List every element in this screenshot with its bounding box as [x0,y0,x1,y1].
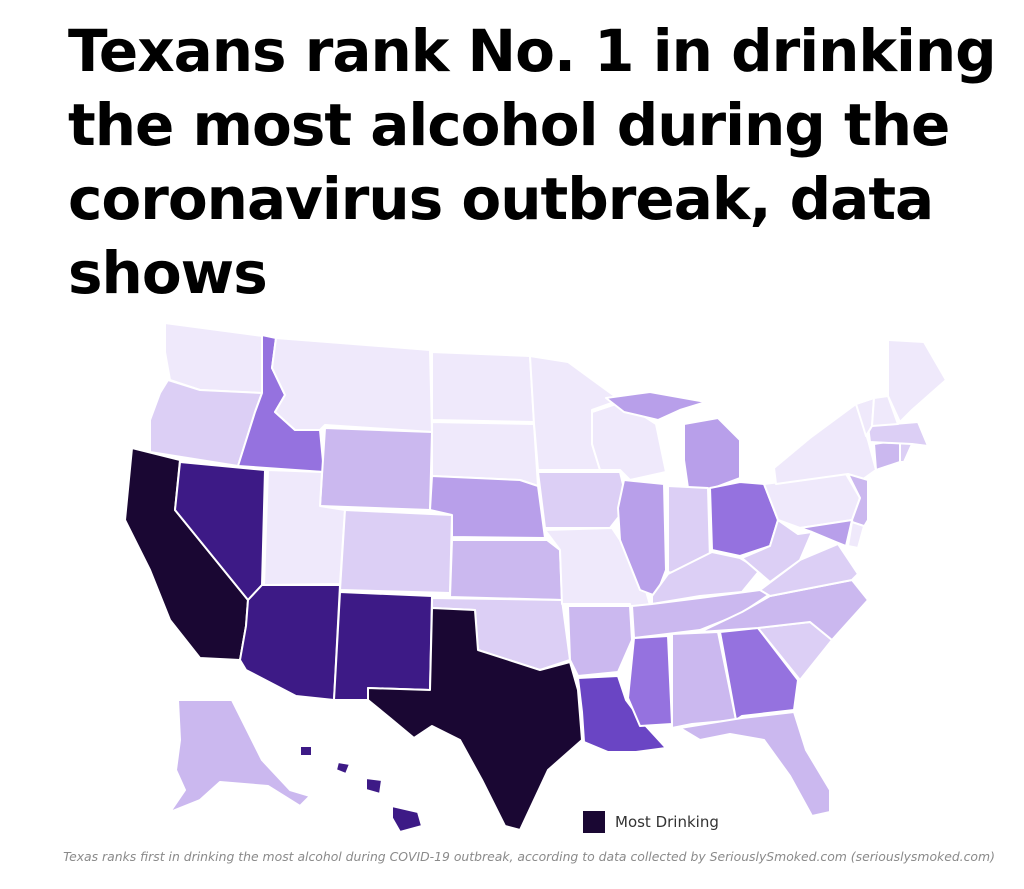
us-choropleth-map [0,300,1024,845]
state-ND [431,351,535,423]
state-AR [567,605,633,677]
state-NM [333,591,433,701]
state-AK [169,699,311,813]
map-svg [124,322,947,833]
state-WY [319,427,433,511]
legend-swatch [583,811,605,833]
state-DE [847,521,865,549]
state-CO [339,509,453,594]
state-MT [271,337,433,433]
state-AZ [239,584,341,701]
state-MA [867,421,929,447]
legend-label: Most Drinking [615,813,719,831]
state-MD [799,519,853,547]
state-NE [429,475,546,539]
state-CT [873,439,901,471]
state-TX [367,607,583,831]
state-WV [741,519,813,583]
state-IA [537,471,629,529]
state-WA [164,322,271,394]
headline: Texans rank No. 1 in drinking the most a… [68,17,997,307]
state-IL [617,479,667,597]
state-MI [605,391,741,491]
state-LA [577,675,667,753]
state-MS [627,635,673,727]
state-FL [679,711,831,817]
state-HI [299,745,423,833]
state-KS [449,539,563,601]
state-NH [871,395,899,427]
state-ME [887,339,947,423]
map-legend: Most Drinking [583,808,719,836]
photo-caption: Texas ranks first in drinking the most a… [63,849,995,864]
